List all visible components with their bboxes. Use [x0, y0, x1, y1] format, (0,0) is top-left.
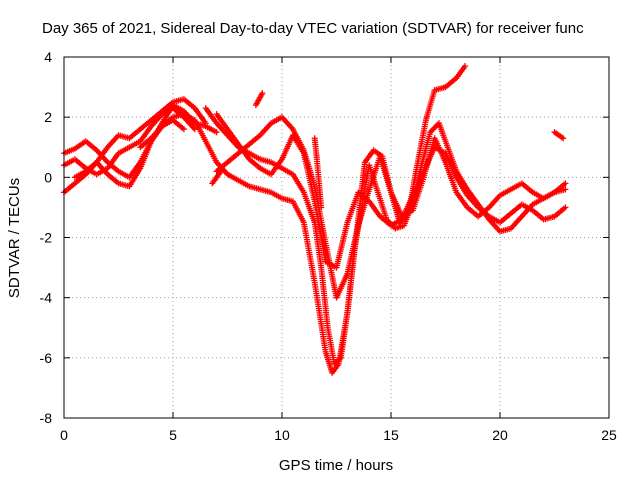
data-point	[560, 135, 567, 142]
series-track-6	[202, 105, 569, 367]
y-tick-label: -4	[40, 290, 53, 306]
data-point	[202, 120, 209, 127]
x-tick-label: 0	[60, 427, 68, 443]
series-track-8	[213, 114, 569, 301]
y-tick-label: -6	[40, 350, 53, 366]
y-tick-label: 4	[44, 49, 52, 65]
x-tick-labels: 0 5 10 15 20 25	[60, 427, 617, 443]
x-tick-label: 15	[383, 427, 399, 443]
data-point	[217, 168, 224, 175]
y-tick-label: -2	[40, 230, 53, 246]
y-tick-label: -8	[40, 410, 53, 426]
x-axis-label: GPS time / hours	[279, 457, 393, 474]
y-tick-labels: -8 -6 -4 -2 0 2 4	[40, 49, 53, 426]
x-tick-label: 20	[492, 427, 508, 443]
x-tick-label: 5	[169, 427, 177, 443]
data-point	[213, 129, 220, 136]
axis-ticks	[63, 56, 610, 419]
series-track-3	[61, 105, 198, 178]
series-segment-10	[551, 129, 567, 142]
y-tick-label: 0	[44, 169, 52, 185]
data-point	[259, 90, 266, 97]
data-point	[562, 204, 569, 211]
chart-title: Day 365 of 2021, Sidereal Day-to-day VTE…	[42, 20, 584, 37]
data-point	[562, 186, 569, 193]
y-tick-label: 2	[44, 109, 52, 125]
data-point	[462, 63, 469, 70]
y-axis-label: SDTVAR / TECUs	[6, 178, 23, 298]
x-tick-label: 25	[601, 427, 617, 443]
data-marks	[61, 63, 569, 376]
series-track-5	[137, 63, 469, 376]
data-point	[318, 204, 325, 211]
data-point	[562, 180, 569, 187]
series-segment-11	[209, 168, 224, 187]
series-segment-9	[252, 90, 266, 109]
data-point	[180, 126, 187, 133]
x-tick-label: 10	[274, 427, 290, 443]
series-segment-12	[311, 135, 325, 211]
data-point	[336, 356, 343, 363]
